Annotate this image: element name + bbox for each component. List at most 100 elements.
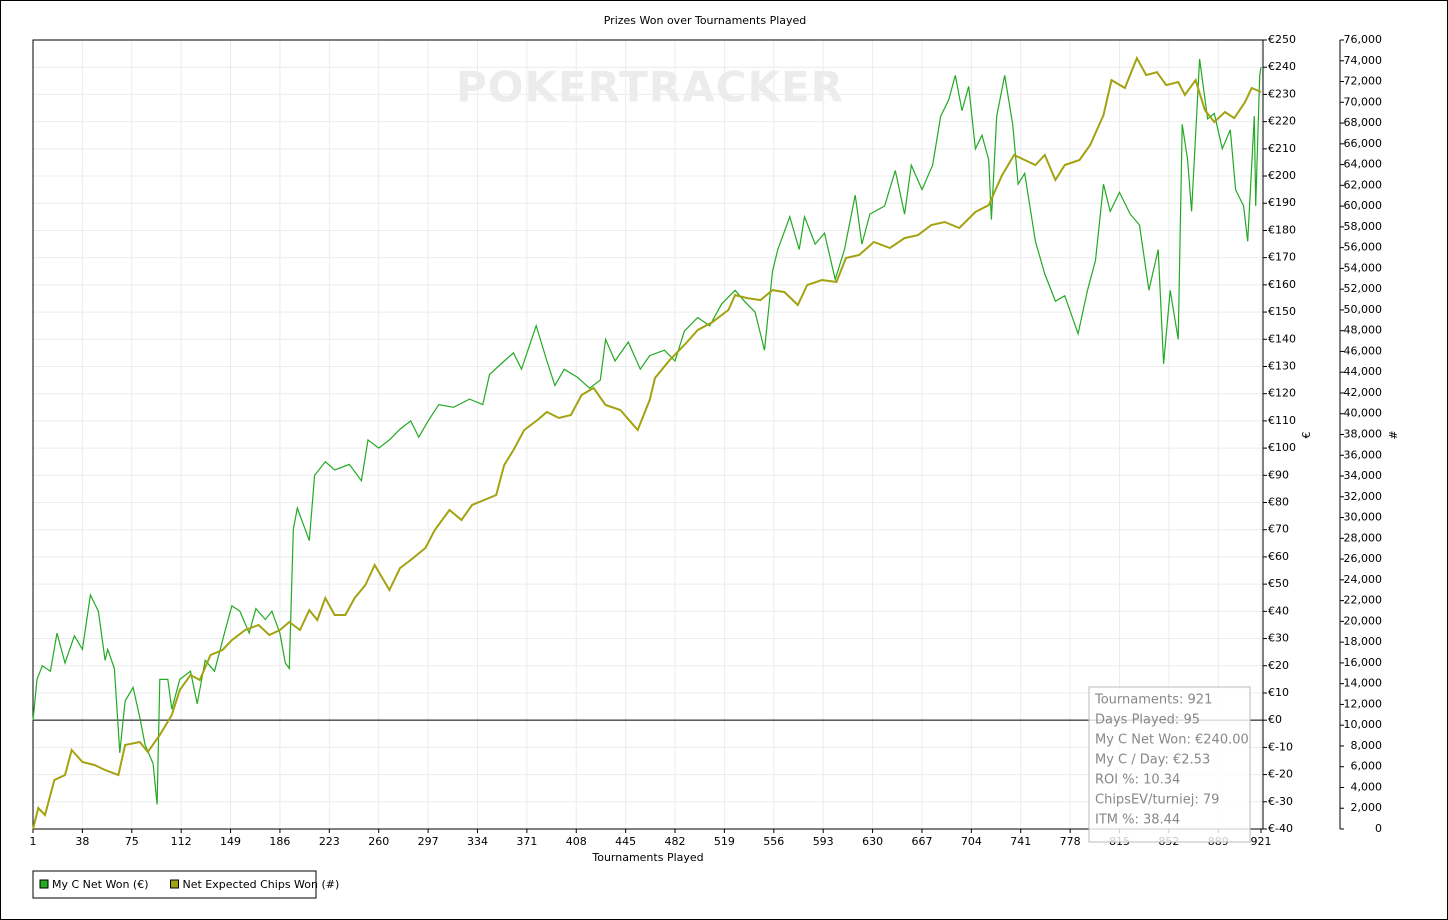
y2-tick-label: 10,000	[1344, 718, 1383, 731]
x-tick-label: 667	[911, 835, 932, 848]
x-tick-label: 921	[1251, 835, 1272, 848]
y-tick-label: €170	[1268, 251, 1296, 264]
watermark: POKERTRACKER	[456, 63, 844, 112]
x-tick-label: 75	[125, 835, 139, 848]
series-line	[32, 55, 1262, 830]
y-tick-label: €200	[1268, 169, 1296, 182]
legend-swatch	[39, 879, 49, 889]
y-tick-label: €30	[1268, 632, 1289, 645]
x-tick-label: 704	[961, 835, 982, 848]
y2-tick-label: 22,000	[1344, 594, 1383, 607]
y2-tick-label: 60,000	[1344, 199, 1383, 212]
y-tick-label: €100	[1268, 441, 1296, 454]
y2-tick-label: 34,000	[1344, 469, 1383, 482]
y2-tick-label: 18,000	[1344, 635, 1383, 648]
stats-text: My C Net Won: €240.00	[1095, 733, 1249, 748]
x-tick-label: 1	[30, 835, 37, 848]
x-tick-label: 593	[813, 835, 834, 848]
y-tick-label: €20	[1268, 659, 1289, 672]
y-tick-label: €-10	[1268, 740, 1293, 753]
x-tick-label: 38	[75, 835, 89, 848]
y-tick-label: €120	[1268, 387, 1296, 400]
x-tick-label: 297	[418, 835, 439, 848]
stats-text: ROI %: 10.34	[1095, 773, 1180, 788]
legend: My C Net Won (€) Net Expected Chips Won (…	[32, 870, 339, 899]
y2-tick-label: 72,000	[1344, 75, 1383, 88]
y2-tick-label: 56,000	[1344, 241, 1383, 254]
y2-tick-label: 44,000	[1344, 365, 1383, 378]
y-tick-label: €90	[1268, 468, 1289, 481]
y-tick-label: €10	[1268, 686, 1289, 699]
y-tick-label: €150	[1268, 305, 1296, 318]
x-tick-label: 371	[516, 835, 537, 848]
y2-tick-label: 54,000	[1344, 261, 1383, 274]
y-tick-label: €60	[1268, 550, 1289, 563]
y-tick-label: €160	[1268, 278, 1296, 291]
y2-tick-label: 26,000	[1344, 552, 1383, 565]
y2-tick-label: 46,000	[1344, 344, 1383, 357]
y-tick-label: €50	[1268, 577, 1289, 590]
y2-tick-label: 76,000	[1344, 33, 1383, 46]
x-tick-label: 445	[615, 835, 636, 848]
y2-tick-label: 36,000	[1344, 448, 1383, 461]
x-tick-label: 112	[171, 835, 192, 848]
y2-tick-label: 2,000	[1351, 801, 1383, 814]
y2-tick-label: 58,000	[1344, 220, 1383, 233]
legend-swatch	[170, 879, 179, 889]
x-tick-label: 260	[368, 835, 389, 848]
y-tick-label: €190	[1268, 196, 1296, 209]
x-tick-label: 223	[319, 835, 340, 848]
stats-text: ITM %: 38.44	[1095, 813, 1180, 828]
x-tick-label: 778	[1060, 835, 1081, 848]
plot-frame	[32, 39, 1264, 830]
y2-tick-label: 0	[1375, 822, 1382, 835]
y-tick-label: €80	[1268, 496, 1289, 509]
y2-tick-label: 74,000	[1344, 54, 1383, 67]
y2-axis-label: #	[1387, 430, 1400, 439]
y2-tick-label: 12,000	[1344, 697, 1383, 710]
x-tick-label: 334	[467, 835, 488, 848]
y2-tick-label: 16,000	[1344, 656, 1383, 669]
y2-tick-label: 48,000	[1344, 324, 1383, 337]
y-tick-label: €-30	[1268, 795, 1293, 808]
x-tick-label: 741	[1010, 835, 1031, 848]
y2-tick-label: 66,000	[1344, 137, 1383, 150]
y-tick-label: €-20	[1268, 768, 1293, 781]
y2-tick-label: 14,000	[1344, 677, 1383, 690]
x-tick-label: 519	[714, 835, 735, 848]
y-tick-label: €230	[1268, 87, 1296, 100]
y-tick-label: €70	[1268, 523, 1289, 536]
y-tick-label: €110	[1268, 414, 1296, 427]
y2-tick-label: 68,000	[1344, 116, 1383, 129]
y2-tick-label: 40,000	[1344, 407, 1383, 420]
y2-tick-label: 30,000	[1344, 511, 1383, 524]
y-tick-label: €140	[1268, 332, 1296, 345]
y-tick-label: €0	[1268, 713, 1282, 726]
y-tick-label: €240	[1268, 60, 1296, 73]
y2-tick-label: 32,000	[1344, 490, 1383, 503]
y-tick-label: €220	[1268, 115, 1296, 128]
y-tick-label: €40	[1268, 604, 1289, 617]
series-line	[32, 58, 1262, 805]
y2-tick-label: 62,000	[1344, 178, 1383, 191]
y2-tick-label: 28,000	[1344, 531, 1383, 544]
chart-title: Prizes Won over Tournaments Played	[604, 14, 807, 27]
y-tick-label: €210	[1268, 142, 1296, 155]
x-tick-label: 630	[862, 835, 883, 848]
y2-tick-label: 38,000	[1344, 428, 1383, 441]
y-axis-label: €	[1300, 432, 1313, 439]
y2-tick-label: 8,000	[1351, 739, 1383, 752]
y2-tick-label: 6,000	[1351, 760, 1383, 773]
x-tick-label: 186	[269, 835, 290, 848]
stats-text: ChipsEV/turniej: 79	[1095, 793, 1219, 808]
x-axis-label: Tournaments Played	[591, 851, 703, 864]
stats-box	[1088, 686, 1251, 843]
y-tick-label: €130	[1268, 359, 1296, 372]
stats-text: Days Played: 95	[1095, 713, 1200, 728]
y-tick-label: €180	[1268, 223, 1296, 236]
stats-text: My C / Day: €2.53	[1095, 753, 1210, 768]
legend-label: My C Net Won (€)	[52, 878, 149, 891]
y2-tick-label: 4,000	[1351, 780, 1383, 793]
stats-text: Tournaments: 921	[1094, 693, 1212, 708]
